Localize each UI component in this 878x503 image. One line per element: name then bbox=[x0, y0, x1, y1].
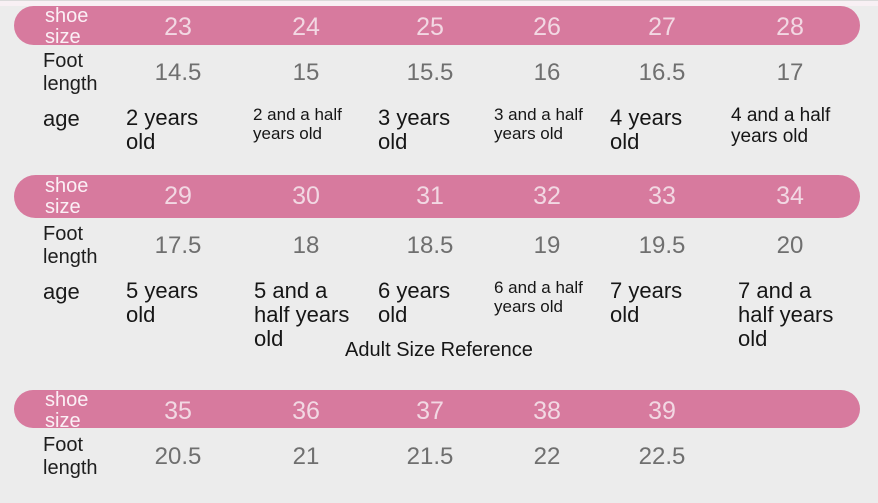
age-row-2: age 5 years old 5 and a half years old 6… bbox=[14, 274, 860, 351]
foot-length-cell: 20.5 bbox=[154, 443, 202, 470]
size-cell: 27 bbox=[648, 12, 676, 41]
size-cell: 23 bbox=[164, 12, 192, 41]
foot-length-cell: 15 bbox=[292, 59, 320, 86]
foot-length-row-label: Foot length bbox=[43, 223, 98, 268]
age-cell: 2 years old bbox=[126, 105, 199, 155]
foot-length-cell: 22 bbox=[533, 443, 561, 470]
size-cell: 35 bbox=[164, 396, 192, 425]
foot-length-cell: 16.5 bbox=[638, 59, 686, 86]
shoe-size-header-label: shoe size bbox=[45, 389, 89, 432]
age-cell: 6 and a half years old bbox=[494, 278, 583, 316]
age-cell: 2 and a half years old bbox=[253, 105, 342, 143]
foot-length-cell: 22.5 bbox=[638, 443, 686, 470]
age-cell: 4 and a half years old bbox=[731, 105, 831, 147]
age-row-label: age bbox=[43, 279, 80, 304]
size-cell: 38 bbox=[533, 396, 561, 425]
age-cell: 3 and a half years old bbox=[494, 105, 583, 143]
size-cell: 25 bbox=[416, 12, 444, 41]
foot-length-cell: 17.5 bbox=[154, 232, 202, 259]
shoe-size-header-label: shoe size bbox=[45, 174, 89, 218]
foot-length-cell: 14.5 bbox=[154, 59, 202, 86]
foot-length-row-1: Foot length 14.5 15 15.5 16 16.5 17 bbox=[14, 45, 860, 101]
size-cell: 39 bbox=[648, 396, 676, 425]
foot-length-row-2: Foot length 17.5 18 18.5 19 19.5 20 bbox=[14, 218, 860, 274]
foot-length-cell: 18 bbox=[292, 232, 320, 259]
foot-length-row-label: Foot length bbox=[43, 434, 98, 479]
size-cell: 36 bbox=[292, 396, 320, 425]
size-cell: 26 bbox=[533, 12, 561, 41]
age-row-label: age bbox=[43, 106, 80, 131]
foot-length-cell: 17 bbox=[776, 59, 804, 86]
size-cell: 37 bbox=[416, 396, 444, 425]
size-cell: 31 bbox=[416, 182, 444, 210]
size-cell: 30 bbox=[292, 182, 320, 210]
age-row-1: age 2 years old 2 and a half years old 3… bbox=[14, 101, 860, 175]
age-cell: 4 years old bbox=[610, 105, 683, 155]
age-cell: 5 and a half years old bbox=[254, 278, 350, 352]
foot-length-cell: 19 bbox=[533, 232, 561, 259]
size-header-bar-kids-1: shoe size 23 24 25 26 27 28 bbox=[14, 5, 860, 48]
age-cell: 6 years old bbox=[378, 278, 451, 328]
shoe-size-header-label: shoe size bbox=[45, 5, 89, 48]
adult-size-reference-title: Adult Size Reference bbox=[345, 339, 533, 361]
age-cell: 7 years old bbox=[610, 278, 683, 328]
foot-length-row-label: Foot length bbox=[43, 50, 98, 95]
foot-length-cell: 19.5 bbox=[638, 232, 686, 259]
foot-length-cell: 20 bbox=[776, 232, 804, 259]
foot-length-cell: 16 bbox=[533, 59, 561, 86]
foot-length-cell: 15.5 bbox=[406, 59, 454, 86]
foot-length-row-3: Foot length 20.5 21 21.5 22 22.5 bbox=[14, 428, 860, 486]
size-cell: 29 bbox=[164, 182, 192, 210]
foot-length-cell: 21.5 bbox=[406, 443, 454, 470]
size-header-bar-adult: shoe size 35 36 37 38 39 bbox=[14, 390, 860, 432]
size-cell: 34 bbox=[776, 182, 804, 210]
size-cell: 24 bbox=[292, 12, 320, 41]
top-divider bbox=[0, 0, 878, 6]
size-cell: 28 bbox=[776, 12, 804, 41]
age-cell: 5 years old bbox=[126, 278, 199, 328]
age-cell: 7 and a half years old bbox=[738, 278, 834, 352]
size-header-bar-kids-2: shoe size 29 30 31 32 33 34 bbox=[14, 175, 860, 218]
age-cell: 3 years old bbox=[378, 105, 451, 155]
size-cell: 32 bbox=[533, 182, 561, 210]
foot-length-cell: 21 bbox=[292, 443, 320, 470]
foot-length-cell: 18.5 bbox=[406, 232, 454, 259]
size-cell: 33 bbox=[648, 182, 676, 210]
